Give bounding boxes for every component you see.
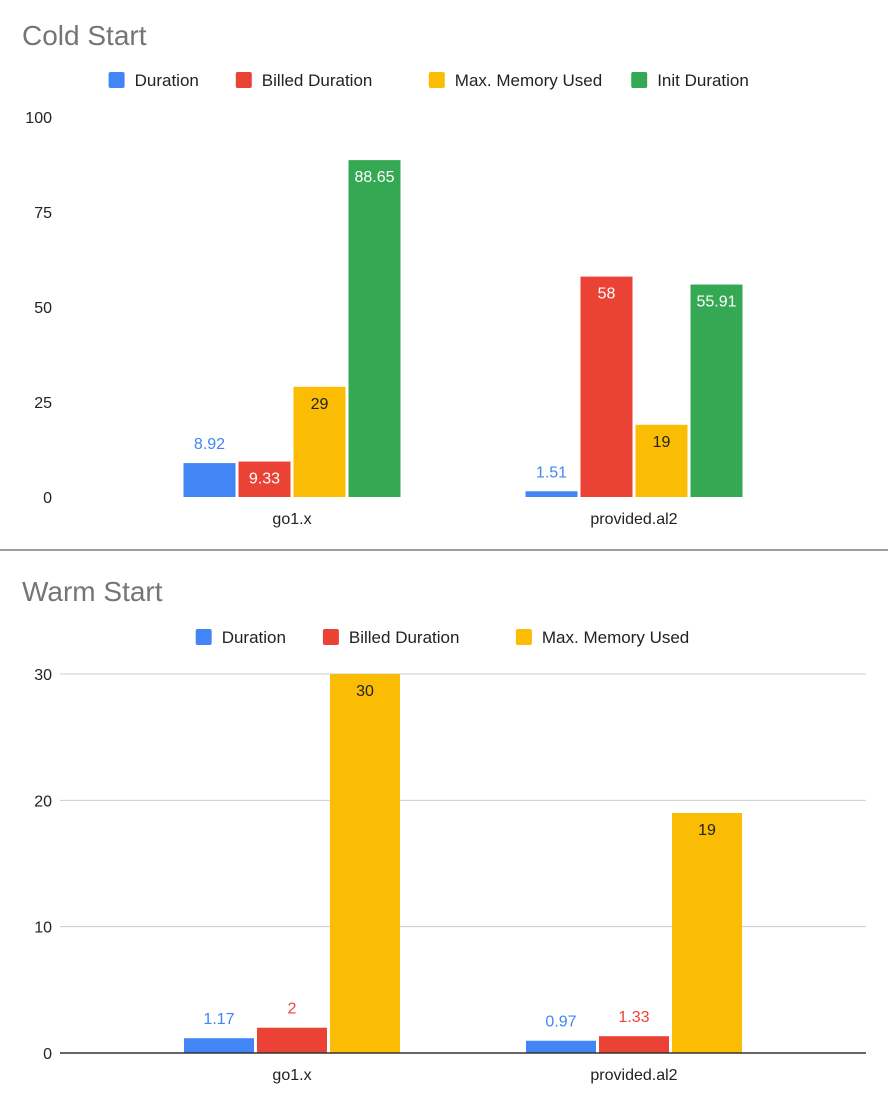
legend-label: Init Duration xyxy=(657,71,749,90)
data-label: 19 xyxy=(698,822,716,839)
bar xyxy=(184,1038,254,1053)
legend-swatch xyxy=(322,629,339,645)
y-tick-label: 20 xyxy=(34,793,52,810)
bar xyxy=(672,812,742,1053)
data-label: 9.33 xyxy=(249,471,280,488)
x-tick-label: go1.x xyxy=(272,1067,311,1084)
chart-title: Cold Start xyxy=(22,20,147,51)
legend-swatch xyxy=(195,629,212,645)
y-tick-label: 10 xyxy=(34,920,52,937)
warm-start-chart: Duration Billed Duration Max. Memory Used 0… xyxy=(34,628,866,1084)
bar xyxy=(690,284,743,497)
warm-start-panel: Warm Start Duration Billed Duration Max. M… xyxy=(0,552,888,1103)
data-label: 58 xyxy=(598,286,616,303)
cold-start-chart: Duration Billed Duration Max. Memory Used I… xyxy=(25,71,749,528)
bar xyxy=(526,1040,596,1053)
data-label: 8.92 xyxy=(194,436,225,453)
legend-swatch xyxy=(515,629,532,645)
x-tick-label: provided.al2 xyxy=(590,511,677,528)
bar xyxy=(183,463,236,497)
bar xyxy=(525,491,578,497)
y-tick-label: 30 xyxy=(34,667,52,684)
legend-label: Duration xyxy=(135,71,199,90)
legend-swatch xyxy=(428,72,445,88)
chart-title: Warm Start xyxy=(22,576,163,607)
data-label: 1.17 xyxy=(203,1011,234,1028)
bar xyxy=(330,674,400,1053)
legend-label: Max. Memory Used xyxy=(455,71,602,90)
legend-label: Billed Duration xyxy=(349,628,460,647)
bar xyxy=(293,386,346,497)
data-label: 30 xyxy=(356,683,374,700)
x-tick-label: go1.x xyxy=(272,511,311,528)
chart-divider xyxy=(0,549,888,551)
data-label: 1.33 xyxy=(618,1009,649,1026)
data-label: 2 xyxy=(288,1001,297,1018)
y-tick-label: 75 xyxy=(34,205,52,222)
y-tick-label: 25 xyxy=(34,395,52,412)
legend-swatch xyxy=(108,72,125,88)
y-tick-label: 50 xyxy=(34,300,52,317)
data-label: 0.97 xyxy=(545,1014,576,1031)
bar xyxy=(257,1027,327,1053)
data-label: 1.51 xyxy=(536,464,567,481)
legend-label: Max. Memory Used xyxy=(542,628,689,647)
bar xyxy=(238,461,291,497)
y-tick-label: 0 xyxy=(43,1046,52,1063)
legend-label: Duration xyxy=(222,628,286,647)
y-tick-label: 0 xyxy=(43,490,52,507)
data-label: 88.65 xyxy=(354,169,394,186)
y-tick-label: 100 xyxy=(25,110,52,127)
x-tick-label: provided.al2 xyxy=(590,1067,677,1084)
legend-label: Billed Duration xyxy=(262,71,373,90)
bar xyxy=(599,1036,669,1053)
bar xyxy=(635,424,688,497)
legend-swatch xyxy=(631,72,648,88)
bar xyxy=(348,160,401,497)
data-label: 29 xyxy=(311,396,329,413)
legend-swatch xyxy=(235,72,252,88)
data-label: 19 xyxy=(653,434,671,451)
cold-start-panel: Cold Start Duration Billed Duration Max. M… xyxy=(0,0,888,549)
data-label: 55.91 xyxy=(696,294,736,311)
bar xyxy=(580,276,633,497)
